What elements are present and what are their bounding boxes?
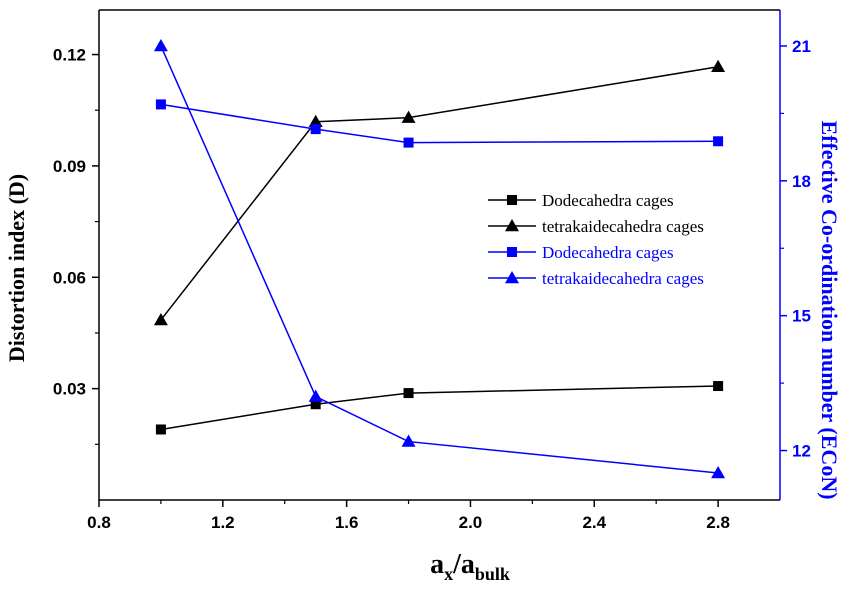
data-point (401, 434, 416, 447)
legend-marker (505, 271, 519, 284)
x-tick-label: 1.6 (335, 513, 359, 532)
x-axis-title-main: a (430, 549, 444, 580)
series-layer (153, 38, 726, 479)
legend-label: Dodecahedra cages (542, 243, 674, 262)
data-point (153, 312, 168, 326)
data-point (308, 114, 323, 127)
data-point (403, 388, 414, 399)
axes-layer: 0.8 1.2 1.6 2.0 2.4 2.8 0.03 0.06 0.09 0.12 12 15 18… (53, 9, 811, 532)
data-point (401, 110, 416, 123)
data-point (155, 99, 166, 110)
legend-item: Dodecahedra cages (488, 191, 674, 210)
series-3 (153, 38, 726, 479)
y-right-tick-label: 18 (792, 172, 811, 191)
series-line (160, 45, 719, 474)
x-tick-label: 1.2 (211, 513, 235, 532)
y-axis-left-title: Distortion index (D) (4, 174, 29, 362)
data-point (308, 389, 323, 402)
data-point (403, 137, 414, 148)
x-tick-label: 2.0 (459, 513, 483, 532)
legend-label: Dodecahedra cages (542, 191, 674, 210)
data-point (310, 124, 321, 135)
y-right-tick-label: 15 (792, 307, 811, 326)
x-axis-title: ax/abulk (430, 549, 510, 584)
series-0 (155, 381, 724, 435)
legend: Dodecahedra cages tetrakaidecahedra cages… (488, 191, 704, 288)
x-tick-label: 2.4 (582, 513, 606, 532)
x-tick-label: 0.8 (87, 513, 111, 532)
y-left-tick-label: 0.06 (53, 268, 86, 287)
legend-item: Dodecahedra cages (488, 243, 674, 262)
legend-label: tetrakaidecahedra cages (542, 217, 704, 236)
x-axis-title-sub2: bulk (475, 564, 510, 584)
data-point (711, 59, 726, 73)
x-tick-label: 2.8 (706, 513, 730, 532)
data-point (713, 381, 724, 392)
data-point (711, 466, 726, 479)
legend-item: tetrakaidecahedra cages (488, 217, 704, 236)
data-point (310, 399, 321, 410)
x-axis-title-sub1: x (444, 564, 453, 584)
x-axis-title-sep: /a (452, 549, 475, 580)
y-left-tick-label: 0.03 (53, 380, 86, 399)
series-2 (155, 99, 724, 148)
y-left-tick-label: 0.09 (53, 157, 86, 176)
data-point (713, 136, 724, 147)
legend-marker (505, 219, 519, 232)
y-axis-right-title: Effective Co-ordination number (ECoN) (817, 120, 842, 499)
series-line (160, 103, 719, 144)
series-line (160, 385, 719, 431)
legend-marker (507, 195, 517, 205)
data-point (153, 38, 168, 52)
legend-item: tetrakaidecahedra cages (488, 269, 704, 288)
y-left-tick-label: 0.12 (53, 46, 86, 65)
legend-label: tetrakaidecahedra cages (542, 269, 704, 288)
y-right-tick-label: 12 (792, 442, 811, 461)
legend-marker (507, 247, 517, 257)
data-point (155, 424, 166, 435)
y-right-tick-label: 21 (792, 37, 811, 56)
